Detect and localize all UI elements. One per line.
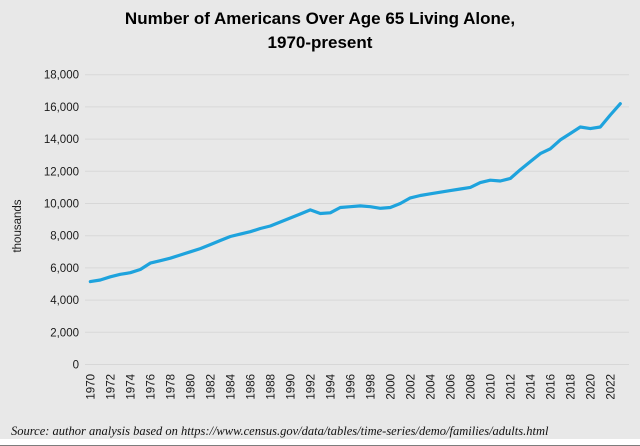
x-tick-label: 2018 xyxy=(565,374,577,400)
x-tick-label: 2012 xyxy=(505,374,517,400)
x-tick-label: 2008 xyxy=(465,374,477,400)
x-tick-label: 2006 xyxy=(445,374,457,400)
y-tick-label: 8,000 xyxy=(50,231,79,243)
x-tick-label: 1978 xyxy=(165,374,177,400)
x-tick-label: 1998 xyxy=(365,374,377,400)
chart-title-line2: 1970-present xyxy=(267,33,373,52)
x-tick-label: 1982 xyxy=(205,374,217,400)
source-note: Source: author analysis based on https:/… xyxy=(11,424,549,438)
y-tick-label: 4,000 xyxy=(50,295,79,307)
y-tick-label: 12,000 xyxy=(44,166,79,178)
y-tick-label: 2,000 xyxy=(50,327,79,339)
data-series-line xyxy=(88,102,622,284)
x-tick-label: 2016 xyxy=(545,374,557,400)
x-tick-label: 1992 xyxy=(305,374,317,400)
x-tick-label: 1986 xyxy=(245,374,257,400)
x-tick-label: 2020 xyxy=(585,374,597,400)
x-tick-label: 1996 xyxy=(345,374,357,400)
chart-title: Number of Americans Over Age 65 Living A… xyxy=(0,7,640,55)
x-tick-label: 2010 xyxy=(485,374,497,400)
y-axis-title: thousands xyxy=(12,199,24,252)
x-tick-label: 1988 xyxy=(265,374,277,400)
x-tick-label: 1990 xyxy=(285,374,297,400)
x-tick-label: 1976 xyxy=(145,374,157,400)
y-tick-label: 6,000 xyxy=(50,263,79,275)
x-tick-label: 1970 xyxy=(85,374,97,400)
y-tick-label: 0 xyxy=(73,360,79,372)
y-tick-label: 18,000 xyxy=(44,70,79,82)
x-tick-label: 1984 xyxy=(225,373,237,399)
x-tick-label: 2014 xyxy=(525,373,537,399)
x-tick-label: 1994 xyxy=(325,373,337,399)
y-tick-label: 16,000 xyxy=(44,102,79,114)
x-tick-label: 2000 xyxy=(385,374,397,400)
x-tick-label: 2002 xyxy=(405,374,417,400)
x-tick-label: 1972 xyxy=(105,374,117,400)
y-tick-label: 10,000 xyxy=(44,199,79,211)
x-tick-label: 1980 xyxy=(185,374,197,400)
x-tick-label: 1974 xyxy=(125,373,137,399)
chart-title-line1: Number of Americans Over Age 65 Living A… xyxy=(124,9,516,28)
x-tick-label: 2022 xyxy=(605,374,617,400)
y-tick-label: 14,000 xyxy=(44,134,79,146)
x-tick-label: 2004 xyxy=(425,373,437,399)
